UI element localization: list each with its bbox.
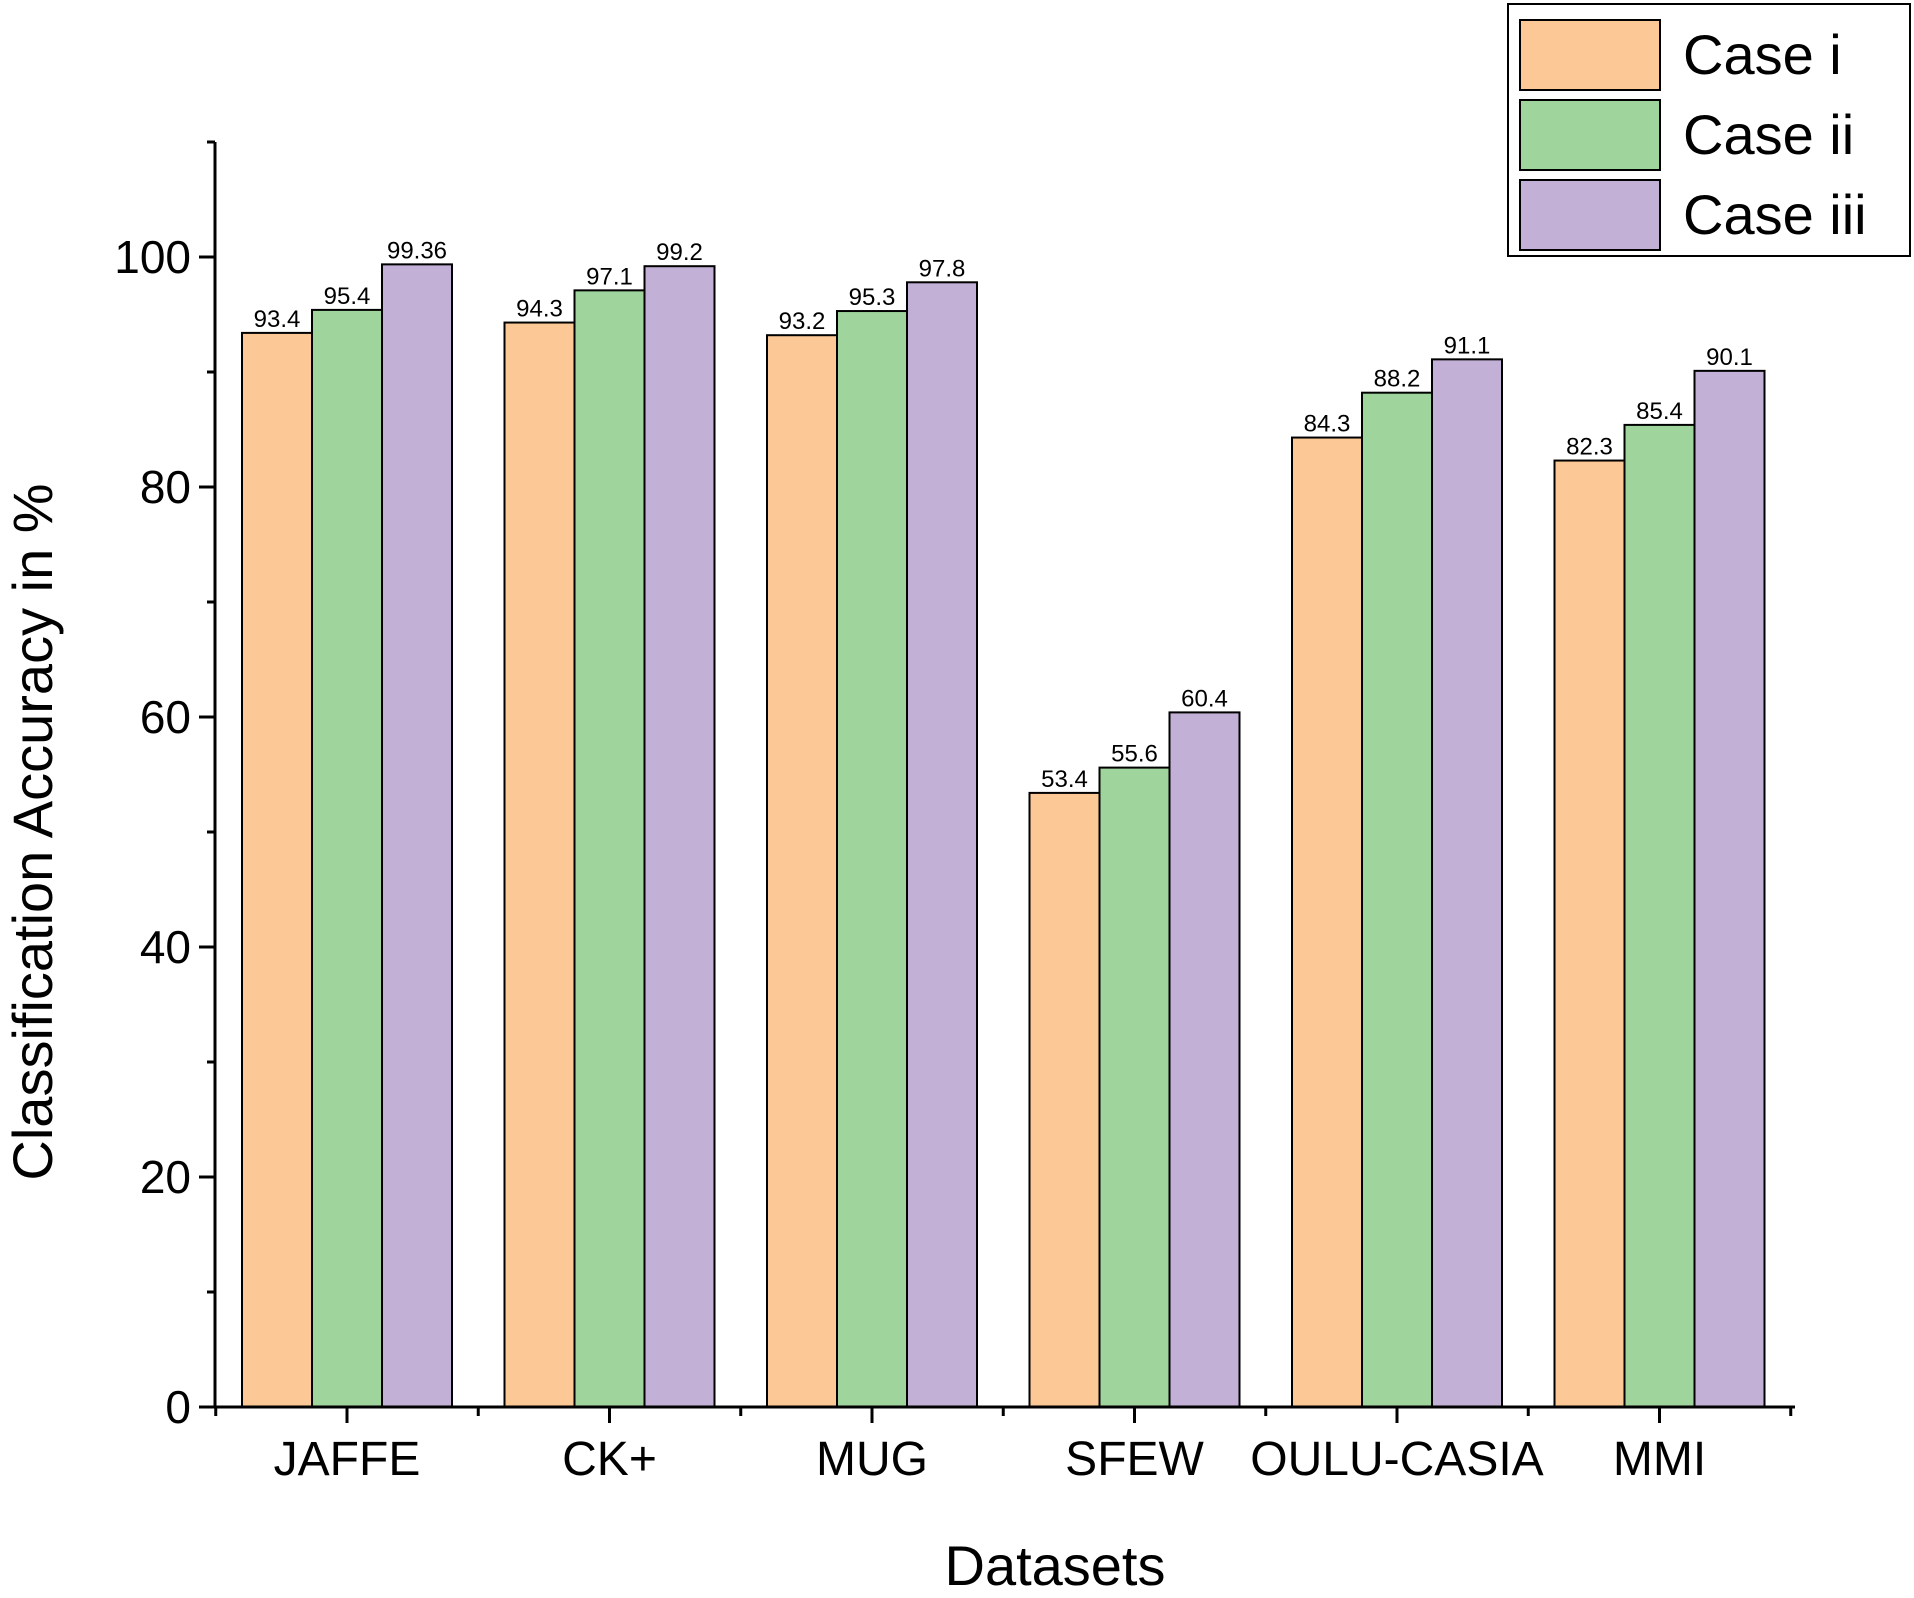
x-tick-label: OULU-CASIA [1250, 1433, 1543, 1486]
value-label: 94.3 [516, 296, 563, 323]
bar-mmi-case-3 [1693, 369, 1766, 1409]
legend-label: Case i [1683, 23, 1842, 86]
legend-swatch-case-3 [1519, 179, 1661, 251]
bar-mug-case-2 [836, 310, 908, 1408]
bar-jaffe-case-1 [241, 331, 313, 1408]
x-tick-label: JAFFE [274, 1433, 421, 1486]
bar-oulu-casia-case-2 [1361, 391, 1433, 1408]
value-label: 97.8 [919, 255, 966, 282]
value-label: 88.2 [1374, 366, 1421, 393]
x-axis-title: Datasets [945, 1534, 1166, 1597]
value-label: 95.4 [324, 283, 371, 310]
bar-sfew-case-1 [1028, 791, 1101, 1408]
bar-ck--case-1 [503, 321, 576, 1408]
bar-sfew-case-2 [1098, 766, 1171, 1408]
legend-swatch-case-1 [1519, 19, 1661, 91]
value-label: 99.36 [387, 237, 447, 264]
y-axis-title: Classification Accuracy in % [1, 483, 64, 1180]
y-tick-label: 80 [140, 461, 191, 513]
axes-layer: 0 20 40 60 80 100 JAFFE CK+ MUG SFEW OULU-CASIA MMI [114, 140, 1795, 1486]
bar-mug-case-1 [766, 334, 838, 1409]
bar-sfew-case-3 [1168, 711, 1241, 1408]
bar-mug-case-3 [906, 281, 978, 1408]
y-tick-label: 20 [140, 1151, 191, 1203]
bar-mmi-case-1 [1553, 459, 1626, 1408]
value-label: 82.3 [1566, 434, 1613, 461]
value-label: 85.4 [1636, 398, 1683, 425]
legend-swatch-case-2 [1519, 99, 1661, 171]
x-tick-label: MMI [1613, 1433, 1706, 1486]
bar-jaffe-case-2 [311, 308, 383, 1408]
value-label: 97.1 [586, 263, 633, 290]
value-label: 53.4 [1041, 766, 1088, 793]
value-label: 90.1 [1706, 344, 1753, 371]
bar-oulu-casia-case-3 [1431, 358, 1503, 1409]
bars-layer [241, 263, 1766, 1409]
bar-oulu-casia-case-1 [1291, 436, 1363, 1408]
y-tick-label: 40 [140, 921, 191, 973]
value-label: 99.2 [656, 239, 703, 266]
bar-ck--case-2 [573, 289, 646, 1409]
y-tick-label: 0 [165, 1381, 191, 1433]
x-tick-label: MUG [816, 1433, 928, 1486]
value-label: 93.2 [779, 308, 826, 335]
value-label: 95.3 [849, 284, 896, 311]
y-tick-label: 60 [140, 691, 191, 743]
legend-label: Case ii [1683, 103, 1854, 166]
value-label: 84.3 [1304, 411, 1351, 438]
value-label: 55.6 [1111, 741, 1158, 768]
legend-label: Case iii [1683, 183, 1867, 246]
value-labels-layer: 93.4 95.4 99.36 94.3 97.1 99.2 93.2 95.3 97.8 53.… [254, 237, 1753, 793]
y-tick-label: 100 [114, 231, 191, 283]
x-tick-label: SFEW [1065, 1433, 1204, 1486]
bar-ck--case-3 [643, 265, 716, 1409]
legend: Case i Case ii Case iii [1507, 3, 1911, 257]
bar-mmi-case-2 [1623, 423, 1696, 1408]
bar-jaffe-case-3 [381, 263, 453, 1408]
value-label: 91.1 [1444, 332, 1491, 359]
x-tick-label: CK+ [562, 1433, 657, 1486]
value-label: 93.4 [254, 306, 301, 333]
value-label: 60.4 [1181, 685, 1228, 712]
